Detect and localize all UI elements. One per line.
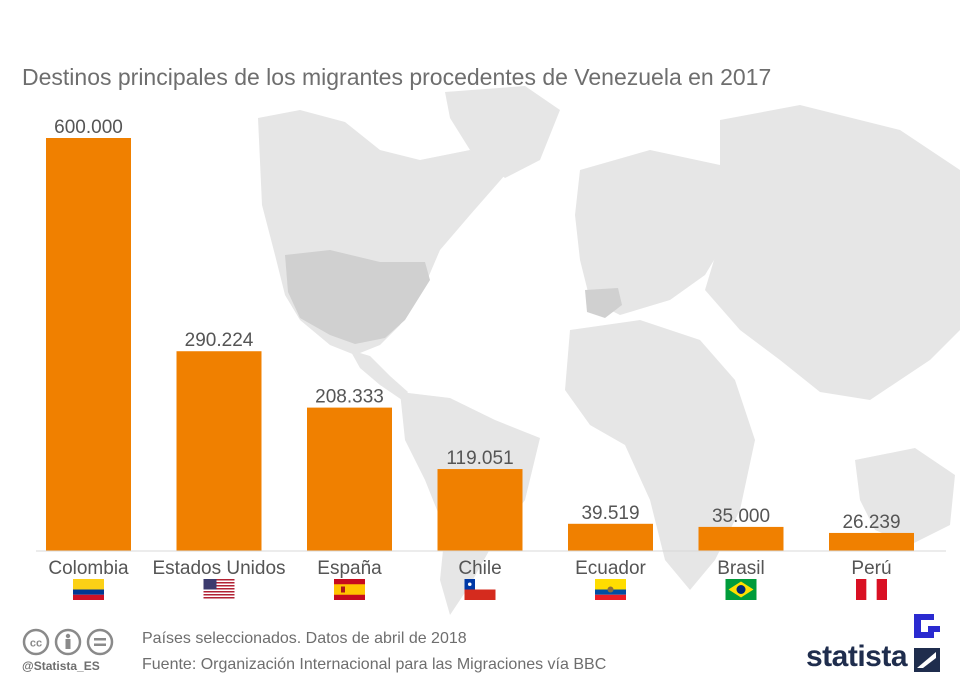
flag-spain-icon [334, 579, 365, 600]
bars-layer [46, 138, 914, 551]
attribution-icon [54, 628, 82, 656]
cc-icon: cc [22, 628, 50, 656]
category-label: Brasil [717, 558, 765, 579]
map-africa [565, 320, 755, 590]
value-label: 39.519 [581, 503, 639, 524]
map-spain [585, 288, 622, 318]
value-label: 600.000 [54, 117, 123, 138]
flag-peru-icon [856, 579, 887, 600]
footer-source: Fuente: Organización Internacional para … [142, 656, 607, 673]
flag-usa-icon [203, 579, 235, 600]
category-label: Colombia [48, 558, 129, 579]
statista-wordmark: statista [806, 640, 908, 673]
license-icons: cc [22, 628, 114, 656]
flag-chile-icon [464, 579, 496, 600]
flags-layer [73, 579, 887, 600]
map-australia [855, 448, 955, 545]
map-united-states [285, 250, 430, 344]
bar-4 [437, 469, 523, 551]
map-europe [575, 150, 735, 315]
chart-title: Destinos principales de los migrantes pr… [22, 64, 772, 90]
bar-6 [698, 526, 784, 551]
flag-ecuador-icon [595, 579, 626, 600]
category-labels-layer: Colombia Estados Unidos España Chile Ecuador… [48, 558, 891, 579]
value-label: 119.051 [446, 448, 513, 469]
flag-colombia-icon [73, 579, 104, 600]
value-label: 290.224 [185, 330, 254, 351]
value-labels-layer: 600.000 290.224 208.333 119.051 39.519 35.000… [54, 117, 900, 533]
svg-text:cc: cc [30, 638, 42, 650]
value-label: 26.239 [842, 512, 900, 533]
value-label: 35.000 [712, 506, 770, 527]
map-asia [705, 105, 960, 400]
category-label: Estados Unidos [152, 558, 285, 579]
category-label: Ecuador [575, 558, 646, 579]
social-handle: @Statista_ES [22, 659, 100, 673]
bar-3 [307, 407, 392, 551]
footer-note: Países seleccionados. Datos de abril de … [142, 630, 467, 647]
map-greenland [445, 86, 560, 178]
bar-7 [829, 532, 914, 551]
statista-logo-icon [914, 614, 940, 672]
category-label: España [317, 558, 382, 579]
category-label: Chile [458, 558, 501, 579]
flag-brazil-icon [725, 579, 757, 600]
bar-1 [46, 138, 131, 551]
category-label: Perú [851, 558, 891, 579]
bar-5 [568, 523, 653, 551]
map-central-america [350, 350, 408, 400]
value-label: 208.333 [315, 387, 384, 408]
bar-2 [176, 351, 262, 551]
no-derivatives-icon [86, 628, 114, 656]
